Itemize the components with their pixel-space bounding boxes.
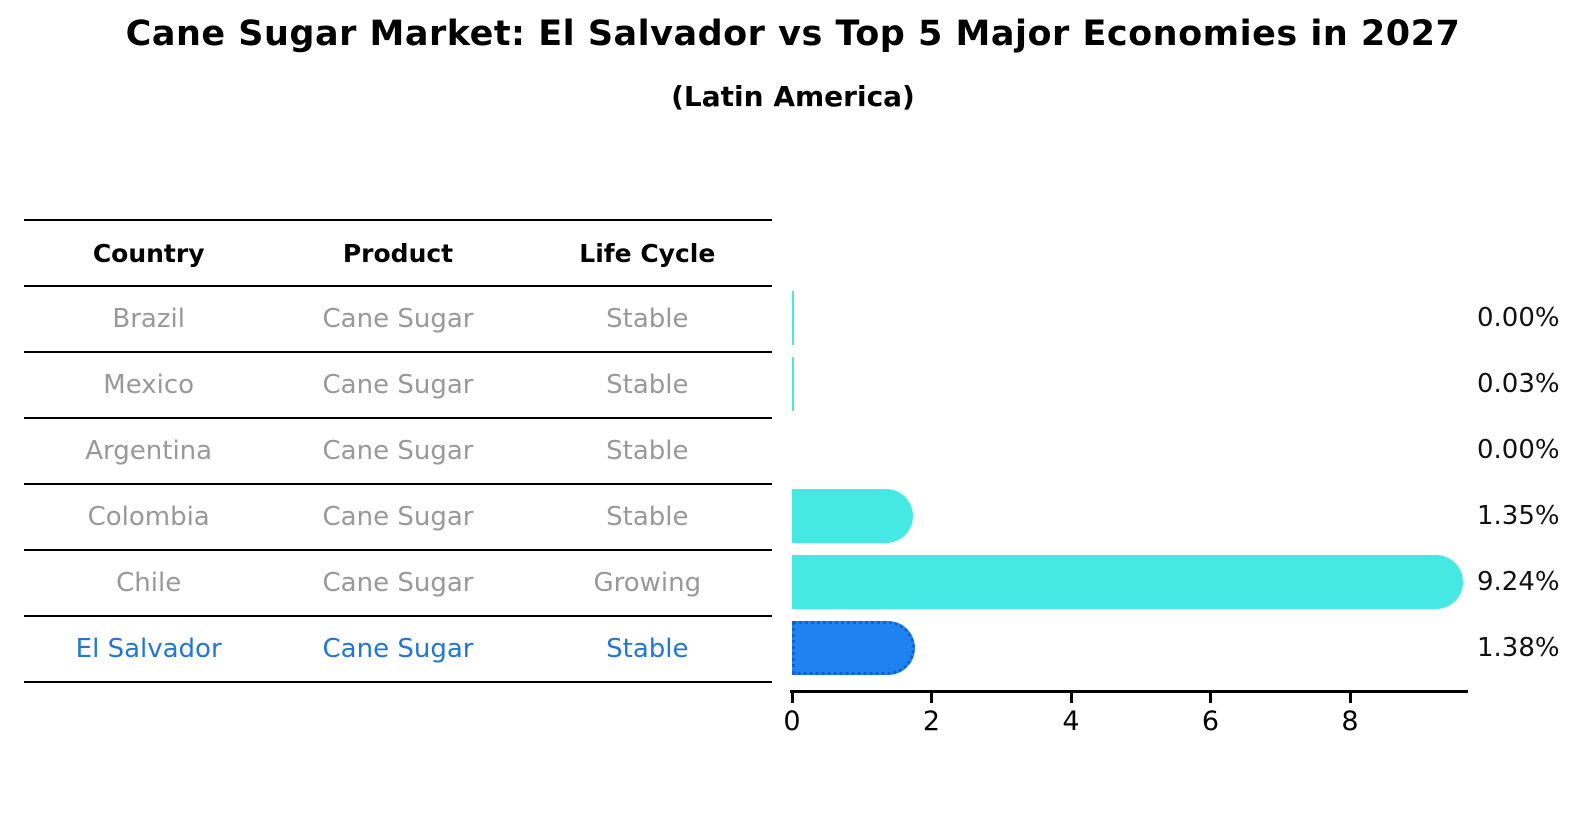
table-cell-product: Cane Sugar bbox=[322, 568, 474, 598]
x-axis-tick-label: 2 bbox=[922, 706, 941, 737]
table-cell-country: Chile bbox=[116, 568, 182, 598]
chart-title: Cane Sugar Market: El Salvador vs Top 5 … bbox=[125, 14, 1461, 54]
x-axis-tick bbox=[1348, 693, 1352, 703]
column-header-product: Product bbox=[342, 238, 454, 268]
table-cell-product: Cane Sugar bbox=[322, 370, 474, 400]
chart-subtitle: (Latin America) bbox=[671, 80, 915, 113]
table-header-row: Country Product Life Cycle bbox=[24, 221, 772, 287]
table-cell-product: Cane Sugar bbox=[322, 436, 474, 466]
table-cell-country: Colombia bbox=[87, 502, 210, 532]
table-row: Brazil Cane Sugar Stable bbox=[24, 287, 772, 353]
table-row: Argentina Cane Sugar Stable bbox=[24, 419, 772, 485]
x-axis-tick bbox=[1069, 693, 1073, 703]
table-body: Brazil Cane Sugar Stable Mexico Cane Sugar St… bbox=[24, 287, 772, 683]
table-cell-life-cycle: Growing bbox=[593, 568, 702, 598]
table-cell-product: Cane Sugar bbox=[322, 634, 474, 664]
table-cell-product: Cane Sugar bbox=[322, 502, 474, 532]
table-row: El Salvador Cane Sugar Stable bbox=[24, 617, 772, 683]
column-header-country: Country bbox=[92, 238, 205, 268]
table-cell-life-cycle: Stable bbox=[606, 502, 689, 532]
table-cell-life-cycle: Stable bbox=[606, 370, 689, 400]
x-axis-line bbox=[790, 690, 1468, 693]
bar bbox=[792, 621, 916, 675]
table-cell-country: Mexico bbox=[103, 370, 195, 400]
table-cell-life-cycle: Stable bbox=[606, 304, 689, 334]
table-cell-life-cycle: Stable bbox=[606, 634, 689, 664]
table-row: Mexico Cane Sugar Stable bbox=[24, 353, 772, 419]
bar-value-label: 0.00% bbox=[1477, 303, 1560, 333]
bar-value-label: 0.00% bbox=[1477, 435, 1560, 465]
column-header-life-cycle: Life Cycle bbox=[579, 238, 716, 268]
x-axis-tick-label: 0 bbox=[783, 706, 801, 737]
x-axis-tick-label: 4 bbox=[1062, 706, 1080, 737]
bar bbox=[792, 291, 794, 345]
table-cell-country: Brazil bbox=[112, 304, 185, 334]
x-axis-tick-label: 6 bbox=[1201, 706, 1220, 737]
country-table: Country Product Life Cycle Brazil Cane Su… bbox=[24, 219, 772, 683]
x-axis-tick bbox=[930, 693, 933, 703]
x-axis-tick bbox=[790, 693, 794, 703]
bar bbox=[792, 555, 1464, 609]
table-row: Chile Cane Sugar Growing bbox=[24, 551, 772, 617]
bar-value-label: 0.03% bbox=[1477, 369, 1560, 399]
table-row: Colombia Cane Sugar Stable bbox=[24, 485, 772, 551]
table-cell-life-cycle: Stable bbox=[606, 436, 689, 466]
table-cell-country: Argentina bbox=[85, 436, 213, 466]
bar-value-label: 1.35% bbox=[1477, 501, 1560, 531]
x-axis-tick bbox=[1209, 693, 1212, 703]
bar-value-label: 1.38% bbox=[1477, 633, 1560, 663]
table-cell-country: El Salvador bbox=[75, 634, 222, 664]
x-axis-tick-label: 8 bbox=[1341, 706, 1359, 737]
bar bbox=[792, 357, 795, 411]
bar-value-label: 9.24% bbox=[1477, 567, 1560, 597]
bar bbox=[792, 489, 914, 543]
table-cell-product: Cane Sugar bbox=[322, 304, 474, 334]
